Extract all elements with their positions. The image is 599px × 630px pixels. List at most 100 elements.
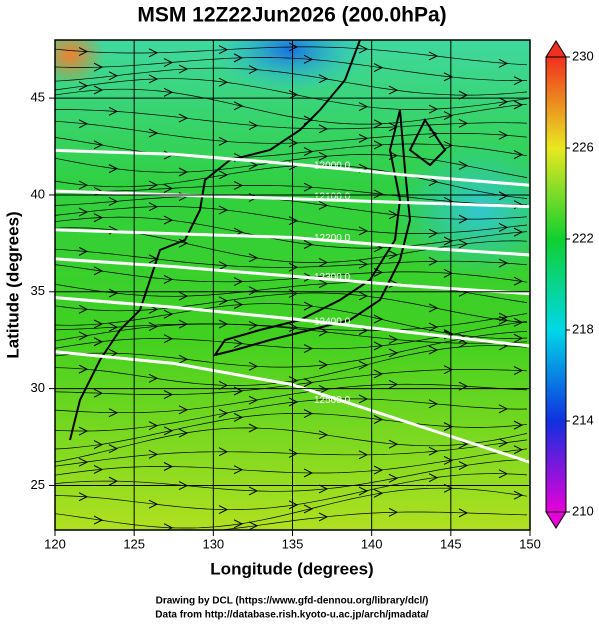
streamline-arrow (178, 167, 189, 177)
streamline-arrow (498, 58, 509, 68)
x-tick-label: 145 (440, 536, 462, 551)
contour-label: 12300.0 (314, 272, 351, 283)
colorbar-tick-label: 222 (572, 230, 594, 245)
streamline-arrow (233, 101, 244, 111)
streamline-arrow (288, 289, 299, 298)
streamline-arrow (218, 261, 229, 271)
streamline-arrow (163, 426, 174, 436)
streamline-arrow (108, 288, 119, 298)
streamline-arrow (458, 161, 469, 170)
title: MSM 12Z22Jun2026 (200.0hPa) (137, 4, 446, 27)
streamline-arrow (513, 445, 524, 455)
streamline-arrow (318, 430, 329, 440)
streamline-arrow (303, 182, 314, 192)
streamline-arrow (318, 258, 329, 267)
streamline-arrow (108, 164, 119, 174)
streamline-arrow (303, 147, 314, 157)
streamline-arrow (218, 380, 229, 390)
streamline-arrow (288, 262, 299, 272)
streamline-arrow (178, 405, 189, 415)
streamline-arrow (163, 87, 174, 97)
streamline (219, 511, 528, 530)
streamline-arrow (93, 337, 104, 347)
streamline-arrow (78, 304, 89, 314)
streamline-arrow (163, 183, 174, 193)
y-tick-label: 30 (31, 380, 45, 395)
streamline-arrow (218, 296, 229, 306)
streamline-arrow (498, 191, 509, 201)
streamline-arrow (443, 365, 454, 375)
footer-line: Drawing by DCL (https://www.gfd-dennou.o… (156, 596, 429, 607)
colorbar-extend (545, 511, 567, 529)
streamline-arrow (303, 54, 314, 64)
streamline-arrow (428, 177, 439, 187)
x-axis-label: Longitude (degrees) (210, 559, 373, 578)
streamline-arrow (388, 151, 399, 161)
streamline-arrow (148, 254, 159, 264)
streamline-arrow (428, 104, 439, 114)
streamline-arrow (93, 388, 104, 398)
streamline-arrow (93, 440, 104, 450)
streamline-arrow (233, 181, 244, 190)
streamline-arrow (373, 189, 384, 199)
streamline-arrow (148, 499, 159, 509)
streamline-arrow (373, 415, 384, 424)
field-patch (390, 140, 530, 280)
streamline-arrow (443, 422, 454, 432)
streamline-arrow (288, 42, 299, 52)
streamline-arrow (148, 74, 159, 84)
streamline-arrow (178, 319, 189, 329)
colorbar-tick-label: 214 (572, 412, 594, 427)
y-axis-label: Latitude (degrees) (3, 211, 22, 358)
streamline-arrow (148, 128, 159, 138)
streamline-arrow (458, 239, 469, 249)
streamline-arrow (218, 408, 229, 418)
streamline-arrow (148, 421, 159, 431)
streamline-arrow (163, 274, 174, 284)
streamline-arrow (78, 331, 89, 341)
x-tick-label: 125 (123, 536, 145, 551)
streamline-arrow (78, 364, 89, 374)
streamline-arrow (93, 515, 104, 525)
y-tick-label: 25 (31, 477, 45, 492)
streamline-arrow (303, 409, 314, 418)
streamline-arrow (513, 76, 524, 86)
streamline-arrow (458, 214, 469, 224)
streamline-arrow (358, 259, 369, 269)
x-tick-label: 130 (202, 536, 224, 551)
streamline-arrow (78, 180, 89, 190)
streamline-arrow (178, 113, 189, 123)
streamline-arrow (428, 303, 439, 313)
streamline-arrow (428, 446, 439, 456)
streamline-arrow (148, 48, 159, 58)
colorbar: 210 214 218 222 226 230 (545, 40, 594, 529)
streamline-arrow (373, 488, 384, 498)
streamline-arrow (303, 301, 314, 311)
streamline-arrow (388, 335, 399, 344)
streamline-arrow (233, 300, 244, 310)
streamline-arrow (428, 473, 439, 483)
streamline-arrow (248, 160, 259, 170)
streamline-arrow (358, 486, 369, 496)
streamline-arrow (428, 399, 439, 409)
y-tick-label: 35 (31, 283, 45, 298)
contour-label: 12400.0 (314, 316, 351, 327)
colorbar-extend (545, 40, 567, 58)
map-area: 12000.0 12100.0 12200.0 12300.0 12400.0 12500… (55, 40, 530, 530)
streamline-arrow (388, 348, 399, 358)
streamline-arrow (178, 354, 189, 364)
streamline-arrow (288, 138, 299, 148)
streamline-arrow (513, 490, 524, 500)
streamline-arrow (248, 395, 259, 405)
streamline-arrow (218, 77, 229, 87)
streamline-arrow (163, 309, 174, 319)
colorbar-tick-label: 210 (572, 503, 594, 518)
streamline-arrow (303, 344, 314, 353)
streamline-arrow (178, 291, 189, 301)
streamline-arrow (428, 256, 439, 266)
streamline-arrow (318, 385, 329, 394)
streamline-arrow (78, 426, 89, 436)
streamline-arrow (288, 323, 299, 332)
streamline-arrow (443, 236, 454, 246)
coastline (212, 109, 412, 357)
